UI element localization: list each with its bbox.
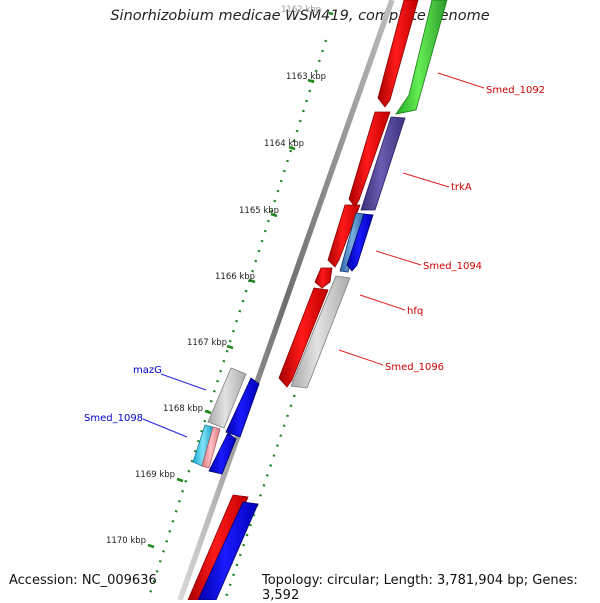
forward-callouts [338, 72, 485, 366]
scale-label: 1165 kbp [239, 206, 279, 216]
gene-mazg-gray [207, 367, 247, 429]
gene-blue-lower [197, 501, 259, 600]
callout-trka [402, 172, 450, 188]
scale-tick [328, 11, 334, 16]
gene-blue-rev [208, 432, 237, 475]
callout-hfq [359, 294, 406, 311]
scale-tick [248, 278, 256, 284]
scale-tick [176, 477, 184, 483]
scale-label: 1168 kbp [163, 404, 203, 414]
genome-backbone [177, 0, 395, 600]
forward-track-dotted-line [223, 384, 300, 600]
scale-tick [147, 543, 155, 549]
gene-label-smed-1096[interactable]: Smed_1096 [385, 362, 444, 373]
gene-label-smed-1092[interactable]: Smed_1092 [486, 85, 545, 96]
gene-label-smed-1098[interactable]: Smed_1098 [84, 413, 143, 424]
scale-label: 1166 kbp [215, 272, 255, 282]
scale-tick [226, 344, 234, 350]
gene-smed-1096 [290, 275, 351, 389]
gene-red-4 [314, 267, 333, 289]
accession-text: Accession: NC_009636 [9, 573, 157, 588]
forward-outer-genes [197, 0, 448, 600]
gene-label-hfq[interactable]: hfq [407, 306, 423, 317]
forward-genes [187, 0, 419, 600]
scale-labels: 1162 kbp 1163 kbp 1164 kbp 1165 kbp 1166… [106, 5, 326, 546]
gene-smed-1094-blue [346, 213, 374, 272]
reverse-callouts [142, 373, 207, 438]
scale-ticks [147, 11, 334, 549]
gene-smed-1094-steel [339, 212, 365, 273]
gene-smed-1098-pink [201, 426, 221, 469]
gene-red-5 [278, 287, 329, 388]
genome-title: Sinorhizobium medicae WSM419, complete g… [110, 8, 490, 24]
callout-smed-1096 [338, 349, 384, 366]
reverse-genes [192, 367, 260, 475]
gene-red-2 [348, 111, 391, 208]
gene-mazg-blue [225, 377, 260, 438]
gene-labels: Smed_1092 trkA Smed_1094 hfq Smed_1096 m… [84, 85, 545, 424]
callout-smed-1092 [437, 72, 485, 89]
scale-tick [307, 78, 315, 84]
gene-red-1 [377, 0, 419, 108]
gene-red-3 [327, 204, 361, 268]
callout-smed-1098 [142, 418, 188, 438]
gene-label-smed-1094[interactable]: Smed_1094 [423, 261, 482, 272]
scale-tick [288, 145, 296, 151]
gene-smed-1092 [395, 0, 448, 115]
gene-trka [360, 116, 406, 211]
scale-tick [270, 212, 278, 218]
gene-label-mazg[interactable]: mazG [133, 365, 162, 376]
scale-label: 1164 kbp [264, 139, 304, 149]
callout-smed-1094 [375, 250, 422, 266]
scale-label: 1163 kbp [286, 72, 326, 82]
scale-label: 1162 kbp [281, 5, 321, 15]
gene-red-6 [187, 494, 249, 600]
gene-label-trka[interactable]: trkA [451, 182, 472, 193]
scale-label: 1167 kbp [187, 338, 227, 348]
scale-tick [204, 409, 212, 415]
scale-label: 1169 kbp [135, 470, 175, 480]
genome-stats-text: Topology: circular; Length: 3,781,904 bp… [262, 573, 578, 603]
scale-label: 1170 kbp [106, 536, 146, 546]
callout-mazg [160, 373, 207, 391]
